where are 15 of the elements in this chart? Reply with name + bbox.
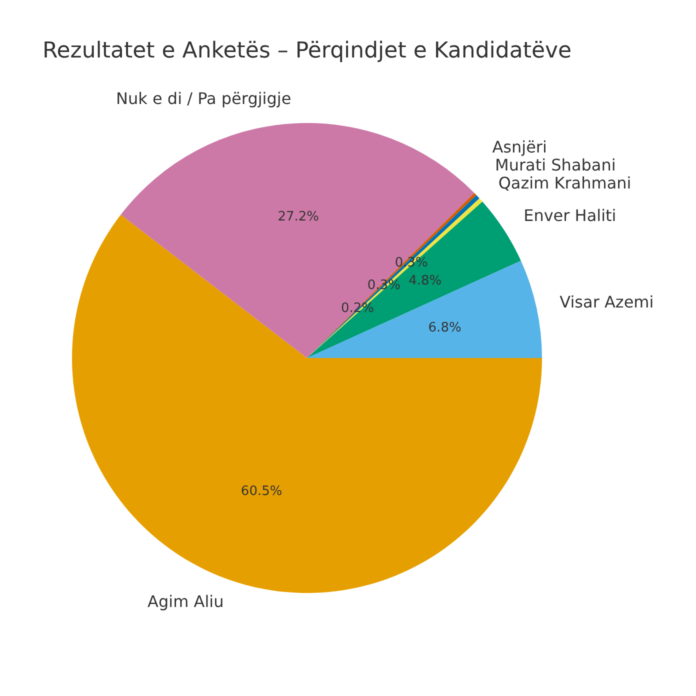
slice-label: Enver Haliti (524, 206, 616, 226)
slice-label: Visar Azemi (560, 292, 654, 312)
data-label: 0.3% (394, 256, 428, 271)
chart-title: Rezultatet e Anketës – Përqindjet e Kandidatëve (42, 38, 572, 64)
slice-label: Qazim Krahmani (498, 173, 632, 192)
slice-label: Nuk e di / Pa përgjigje (116, 89, 292, 108)
slice-label: Asnjëri (492, 137, 547, 156)
data-label: 27.2% (278, 210, 320, 225)
data-label: 0.2% (340, 301, 374, 316)
data-label: 6.8% (428, 320, 462, 336)
data-label: 0.3% (367, 278, 400, 293)
data-label: 60.5% (240, 484, 282, 499)
data-label: 4.8% (408, 273, 442, 288)
slice-label: Agim Aliu (148, 592, 224, 611)
slice-label: Murati Shabani (495, 155, 616, 174)
